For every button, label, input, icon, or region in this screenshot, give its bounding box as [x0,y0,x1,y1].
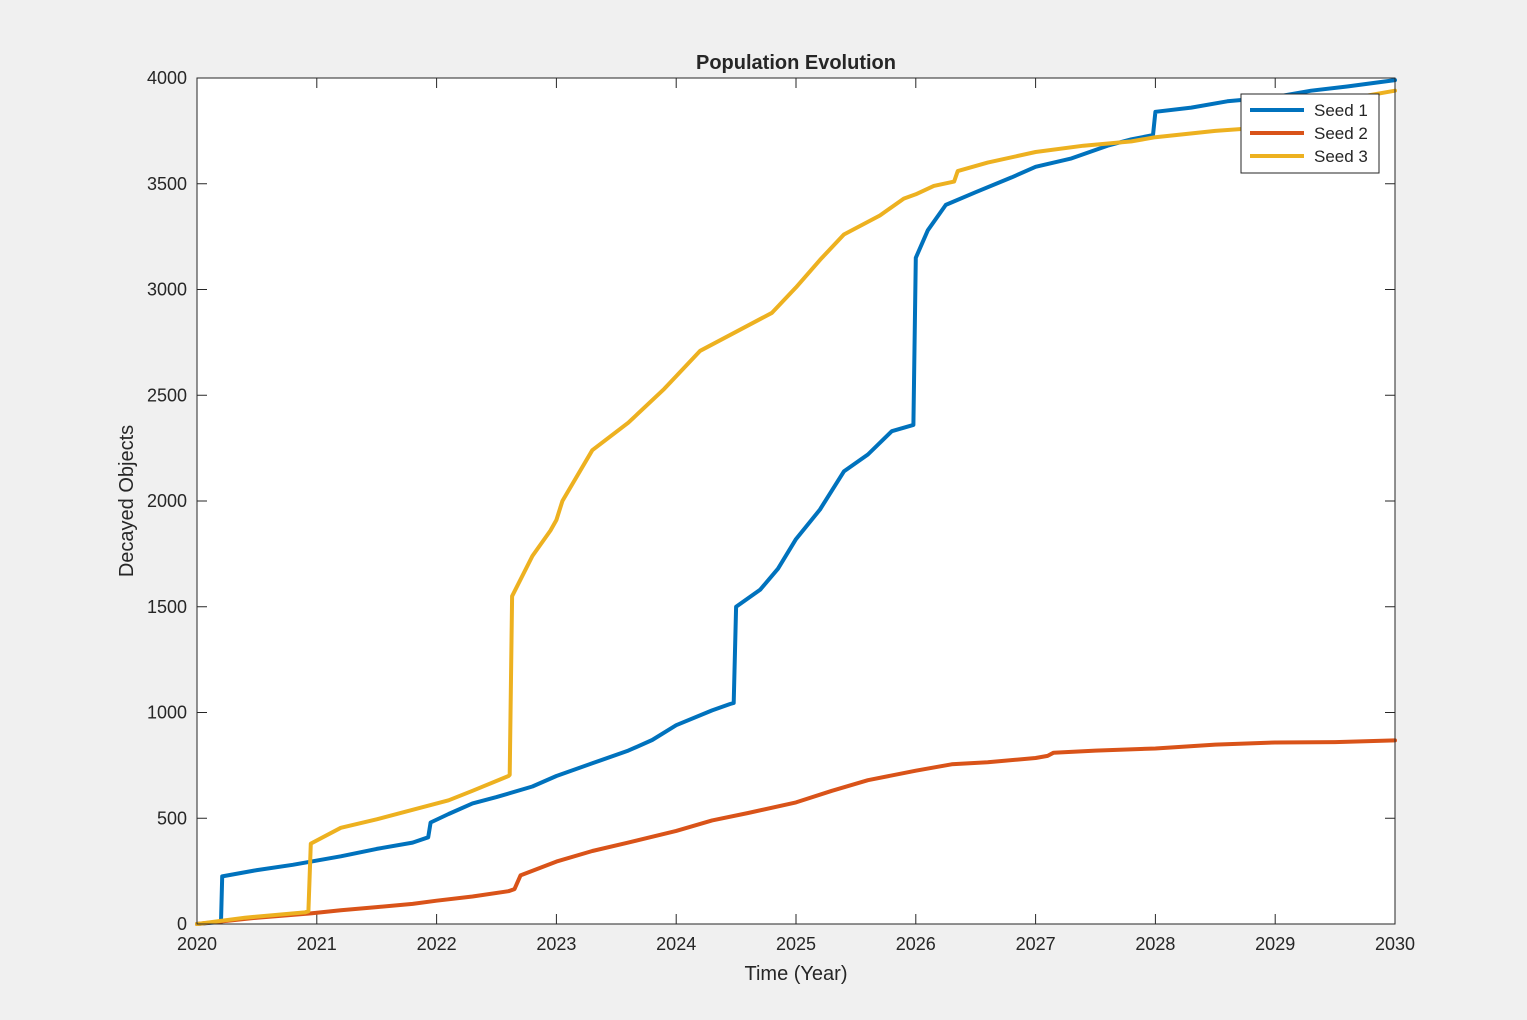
x-tick-label: 2025 [776,934,816,954]
x-axis-label: Time (Year) [745,963,848,985]
x-tick-label: 2021 [297,934,337,954]
x-tick-label: 2027 [1016,934,1056,954]
y-tick-label: 3000 [147,280,187,300]
ticks-layer: 2020 2021 2022 2023 2024 2025 2026 2027 2028 2029… [147,68,1415,954]
x-tick-label: 2026 [896,934,936,954]
y-tick-label: 0 [177,914,187,934]
y-tick-label: 500 [157,808,187,828]
x-tick-label: 2022 [417,934,457,954]
series-line-seed-2 [195,738,1397,926]
y-axis-label: Decayed Objects [116,425,138,577]
y-tick-label: 3500 [147,174,187,194]
axes-background [197,78,1395,924]
chart-title: Population Evolution [696,52,896,74]
series-line-seed-1 [195,78,1397,926]
series-line-seed-3 [195,88,1397,926]
x-tick-label: 2030 [1375,934,1415,954]
x-tick-label: 2020 [177,934,217,954]
y-tick-label: 1000 [147,703,187,723]
x-tick-label: 2024 [656,934,696,954]
y-tick-label: 2000 [147,491,187,511]
axes-box [196,77,1396,925]
x-tick-label: 2028 [1135,934,1175,954]
x-tick-label: 2023 [536,934,576,954]
legend-label: Seed 1 [1314,101,1368,120]
legend: Seed 1 Seed 2 Seed 3 [1240,93,1380,174]
y-tick-label: 2500 [147,385,187,405]
legend-label: Seed 2 [1314,124,1368,143]
legend-label: Seed 3 [1314,147,1368,166]
x-tick-label: 2029 [1255,934,1295,954]
lines-layer [195,78,1397,926]
y-tick-label: 4000 [147,68,187,88]
y-tick-label: 1500 [147,597,187,617]
